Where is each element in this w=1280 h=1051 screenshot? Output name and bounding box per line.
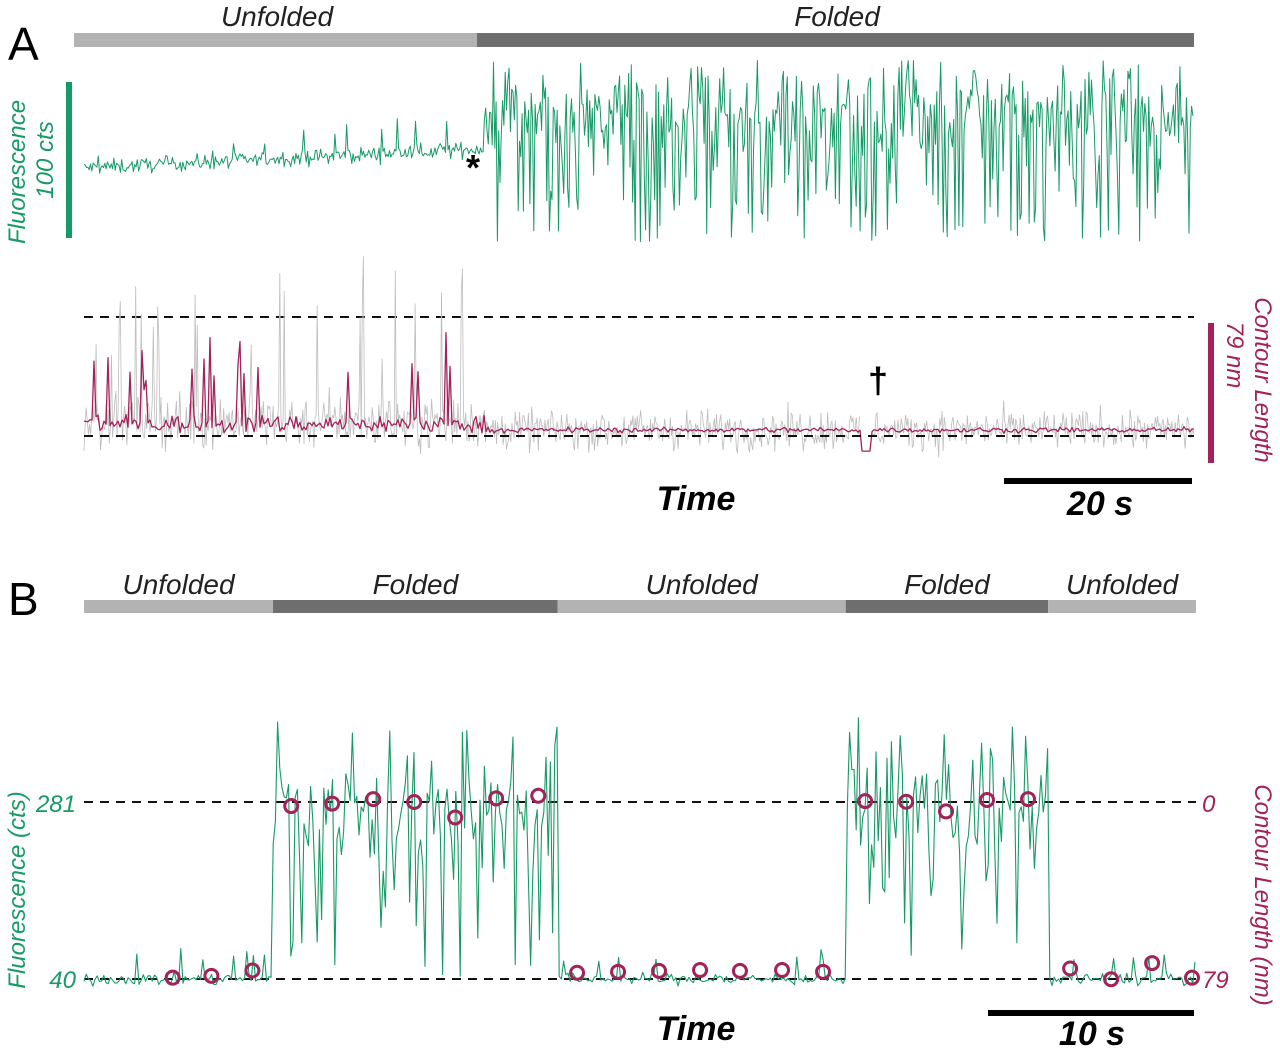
panel-a-letter: A <box>8 18 39 70</box>
b-contour-point <box>1103 971 1120 988</box>
panel-b-letter: B <box>8 573 39 625</box>
a-state-label-unfolded: Unfolded <box>221 1 335 32</box>
a-time-label: Time <box>657 480 736 518</box>
a-fluorescence-scale-label: 100 cts <box>32 121 59 198</box>
b-contour-point <box>1144 955 1161 972</box>
b-time-scale-label: 10 s <box>1059 1015 1125 1051</box>
b-contour-point <box>774 962 791 979</box>
b-contour-point <box>938 803 955 820</box>
b-contour-point <box>244 962 261 979</box>
b-state-label-folded: Folded <box>373 569 460 600</box>
b-right-tick-79: 79 <box>1202 967 1229 994</box>
b-state-bar-unfolded <box>557 600 846 613</box>
b-state-bar-unfolded <box>1048 600 1196 613</box>
b-state-bar-unfolded <box>84 600 274 613</box>
b-time-scale-bar <box>988 1010 1194 1016</box>
a-fluorescence-trace <box>83 60 1194 243</box>
b-state-label-folded: Folded <box>904 569 991 600</box>
b-contour-point <box>692 962 709 979</box>
b-left-tick-281: 281 <box>35 791 76 818</box>
b-contour-point <box>979 791 996 808</box>
b-contour-point <box>203 967 220 984</box>
b-state-bar-folded <box>845 600 1049 613</box>
a-contour-scale-label: 79 nm <box>1221 322 1248 389</box>
a-state-bar-unfolded <box>74 33 477 47</box>
a-raw-contour-trace <box>83 256 1195 458</box>
a-contour-scale-bar <box>1208 323 1214 463</box>
b-right-tick-0: 0 <box>1202 791 1216 818</box>
panel-b: B Unfolded Folded Unfolded Folded Unfolded 2… <box>4 569 1276 1051</box>
b-state-label-unfolded: Unfolded <box>646 569 760 600</box>
b-state-label-unfolded: Unfolded <box>122 569 236 600</box>
b-contour-point <box>447 809 464 826</box>
b-state-bar-folded <box>273 600 558 613</box>
b-state-label-unfolded: Unfolded <box>1066 569 1180 600</box>
b-contour-point <box>651 962 668 979</box>
b-right-axis-label: Contour Length (nm) <box>1249 784 1276 1005</box>
a-time-scale-bar <box>1004 478 1192 484</box>
b-contour-point <box>488 790 505 807</box>
a-contour-trace <box>83 332 1195 452</box>
a-gap-marker: † <box>868 360 888 401</box>
b-contour-point <box>1184 969 1200 986</box>
b-contour-point <box>283 798 300 815</box>
a-time-scale-label: 20 s <box>1066 485 1133 523</box>
b-contour-point <box>164 969 181 986</box>
b-left-tick-40: 40 <box>49 967 76 994</box>
b-contour-points <box>164 787 1200 988</box>
b-contour-point <box>569 964 586 981</box>
b-fluorescence-trace <box>83 717 1196 987</box>
b-left-axis-label: Fluorescence (cts) <box>4 791 31 988</box>
b-contour-point <box>857 793 874 810</box>
b-contour-point <box>731 962 748 979</box>
b-contour-point <box>898 793 915 810</box>
b-contour-point <box>530 787 547 804</box>
b-time-label: Time <box>657 1010 736 1048</box>
a-contour-axis-label: Contour Length <box>1249 297 1276 462</box>
b-contour-point <box>815 963 832 980</box>
a-state-bar-folded <box>477 33 1194 47</box>
b-state-bars: Unfolded Folded Unfolded Folded Unfolded <box>84 569 1196 613</box>
a-state-label-folded: Folded <box>794 1 881 32</box>
b-contour-point <box>406 794 423 810</box>
b-contour-point <box>1020 791 1037 808</box>
a-fluorescence-scale-bar <box>66 82 72 238</box>
a-transition-marker: * <box>466 147 480 188</box>
b-contour-point <box>1062 960 1079 977</box>
a-fluorescence-axis-label: Fluorescence <box>4 100 31 244</box>
b-contour-point <box>324 795 341 812</box>
b-contour-point <box>610 963 627 980</box>
panel-a: A Unfolded Folded Fluorescence 100 cts *… <box>4 1 1276 523</box>
b-contour-point <box>365 791 382 808</box>
